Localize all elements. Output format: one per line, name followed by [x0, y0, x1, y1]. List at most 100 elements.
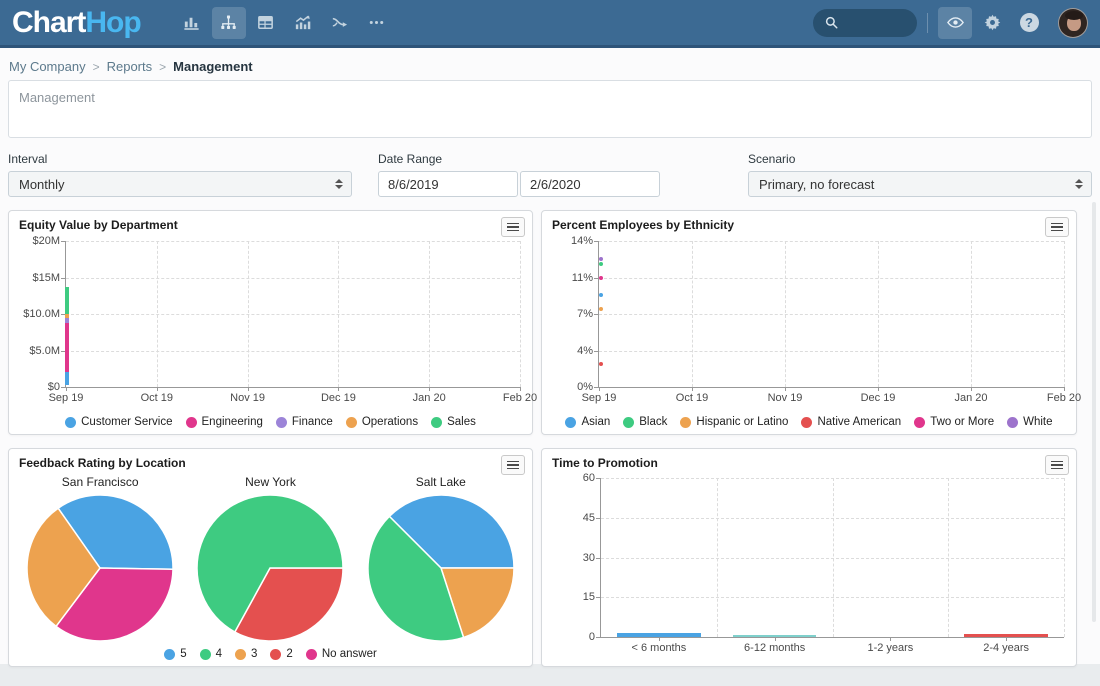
chart-menu-button[interactable] — [501, 217, 525, 237]
series-segment-customer-service[interactable] — [65, 372, 69, 384]
x-axis-tick-label: 6-12 months — [744, 642, 805, 654]
panel-title: Percent Employees by Ethnicity — [552, 218, 734, 232]
bar-6-12-months[interactable] — [733, 635, 816, 637]
data-point-black[interactable] — [599, 262, 603, 266]
breadcrumb-item[interactable]: Reports — [107, 59, 153, 74]
date-end-input[interactable] — [520, 171, 660, 197]
scenario-select[interactable]: Primary, no forecast — [748, 171, 1092, 197]
help-icon-glyph: ? — [1020, 13, 1039, 32]
legend-dot — [306, 649, 317, 660]
legend-dot — [914, 417, 925, 428]
legend-dot — [623, 417, 634, 428]
chart-menu-button[interactable] — [1045, 455, 1069, 475]
gridline-horizontal — [66, 351, 520, 352]
x-axis-tick-label: Feb 20 — [1047, 392, 1081, 404]
breadcrumb-item[interactable]: Management — [173, 59, 252, 74]
bar-chart-icon[interactable] — [175, 7, 209, 39]
select-caret-icon — [335, 179, 343, 189]
filter-bar: Interval Monthly Date Range Scenario Pri… — [8, 152, 1092, 197]
top-navbar: ChartHop ? — [0, 0, 1100, 48]
legend-item[interactable]: Native American — [801, 416, 901, 428]
legend-label: Finance — [292, 416, 333, 428]
interval-select[interactable]: Monthly — [8, 171, 352, 197]
legend-item[interactable]: 4 — [200, 648, 222, 660]
data-point-hispanic-or-latino[interactable] — [599, 307, 603, 311]
series-segment-finance[interactable] — [65, 318, 69, 322]
y-axis-tick-label: $15M — [14, 272, 60, 284]
legend-item[interactable]: Sales — [431, 416, 476, 428]
data-point-native-american[interactable] — [599, 362, 603, 366]
legend-item[interactable]: Hispanic or Latino — [680, 416, 788, 428]
x-axis-tick — [1064, 387, 1065, 391]
gridline-horizontal — [599, 351, 1064, 352]
report-title-input[interactable]: Management — [8, 80, 1092, 138]
chart-menu-button[interactable] — [1045, 217, 1069, 237]
trend-chart-icon[interactable] — [286, 7, 320, 39]
legend-item[interactable]: Two or More — [914, 416, 994, 428]
user-avatar[interactable] — [1058, 8, 1088, 38]
scenario-label: Scenario — [748, 152, 1092, 166]
x-axis-tick — [520, 387, 521, 391]
legend-label: White — [1023, 416, 1052, 428]
legend-item[interactable]: Finance — [276, 416, 333, 428]
y-axis-tick — [596, 558, 601, 559]
y-axis-tick — [596, 637, 601, 638]
data-point-asian[interactable] — [599, 293, 603, 297]
series-segment-operations[interactable] — [65, 314, 69, 318]
legend-item[interactable]: 5 — [164, 648, 186, 660]
date-start-input[interactable] — [378, 171, 518, 197]
legend-item[interactable]: Customer Service — [65, 416, 172, 428]
y-axis-tick — [594, 241, 599, 242]
series-segment-engineering[interactable] — [65, 323, 69, 373]
logo-text-chart: Chart — [12, 6, 85, 39]
gear-icon[interactable] — [975, 7, 1009, 39]
y-axis-tick-label: 7% — [547, 308, 593, 320]
legend-item[interactable]: No answer — [306, 648, 377, 660]
legend-item[interactable]: Black — [623, 416, 667, 428]
table-icon[interactable] — [249, 7, 283, 39]
feedback-legend: 5 4 3 2 No answer — [9, 648, 532, 660]
legend-dot — [65, 417, 76, 428]
legend-item[interactable]: 2 — [270, 648, 292, 660]
search-input[interactable] — [813, 9, 917, 37]
data-point-two-or-more[interactable] — [599, 276, 603, 280]
legend-dot — [680, 417, 691, 428]
legend-dot — [431, 417, 442, 428]
y-axis-tick-label: 14% — [547, 235, 593, 247]
bar-2-4-years[interactable] — [964, 634, 1047, 637]
x-axis-tick-label: Nov 19 — [768, 392, 803, 404]
vertical-scrollbar[interactable] — [1092, 202, 1096, 622]
series-segment-sales[interactable] — [65, 287, 69, 314]
legend-label: Engineering — [202, 416, 263, 428]
scenario-value: Primary, no forecast — [759, 177, 874, 192]
flow-arrow-icon[interactable] — [323, 7, 357, 39]
ellipsis-icon[interactable] — [360, 7, 394, 39]
legend-label: Hispanic or Latino — [696, 416, 788, 428]
secondary-nav-icons: ? — [938, 7, 1046, 39]
interval-filter: Interval Monthly — [8, 152, 352, 197]
legend-item[interactable]: 3 — [235, 648, 257, 660]
legend-item[interactable]: Engineering — [186, 416, 263, 428]
chart-menu-button[interactable] — [501, 455, 525, 475]
help-icon[interactable]: ? — [1012, 7, 1046, 39]
x-axis-tick — [878, 387, 879, 391]
x-axis-tick-label: 2-4 years — [983, 642, 1029, 654]
pie-title: San Francisco — [62, 475, 139, 489]
x-axis-tick — [785, 387, 786, 391]
legend-dot — [200, 649, 211, 660]
x-axis-tick — [157, 387, 158, 391]
data-point-white[interactable] — [599, 257, 603, 261]
legend-item[interactable]: Operations — [346, 416, 418, 428]
org-chart-icon[interactable] — [212, 7, 246, 39]
legend-item[interactable]: White — [1007, 416, 1052, 428]
bar---6-months[interactable] — [617, 633, 700, 637]
charthop-logo[interactable]: ChartHop — [12, 8, 141, 38]
gridline-vertical — [692, 241, 693, 387]
breadcrumb-item[interactable]: My Company — [9, 59, 86, 74]
gridline-vertical — [785, 241, 786, 387]
x-axis-tick-label: Sep 19 — [582, 392, 617, 404]
gridline-vertical — [1064, 478, 1065, 637]
legend-item[interactable]: Asian — [565, 416, 610, 428]
eye-icon[interactable] — [938, 7, 972, 39]
legend-label: Operations — [362, 416, 418, 428]
